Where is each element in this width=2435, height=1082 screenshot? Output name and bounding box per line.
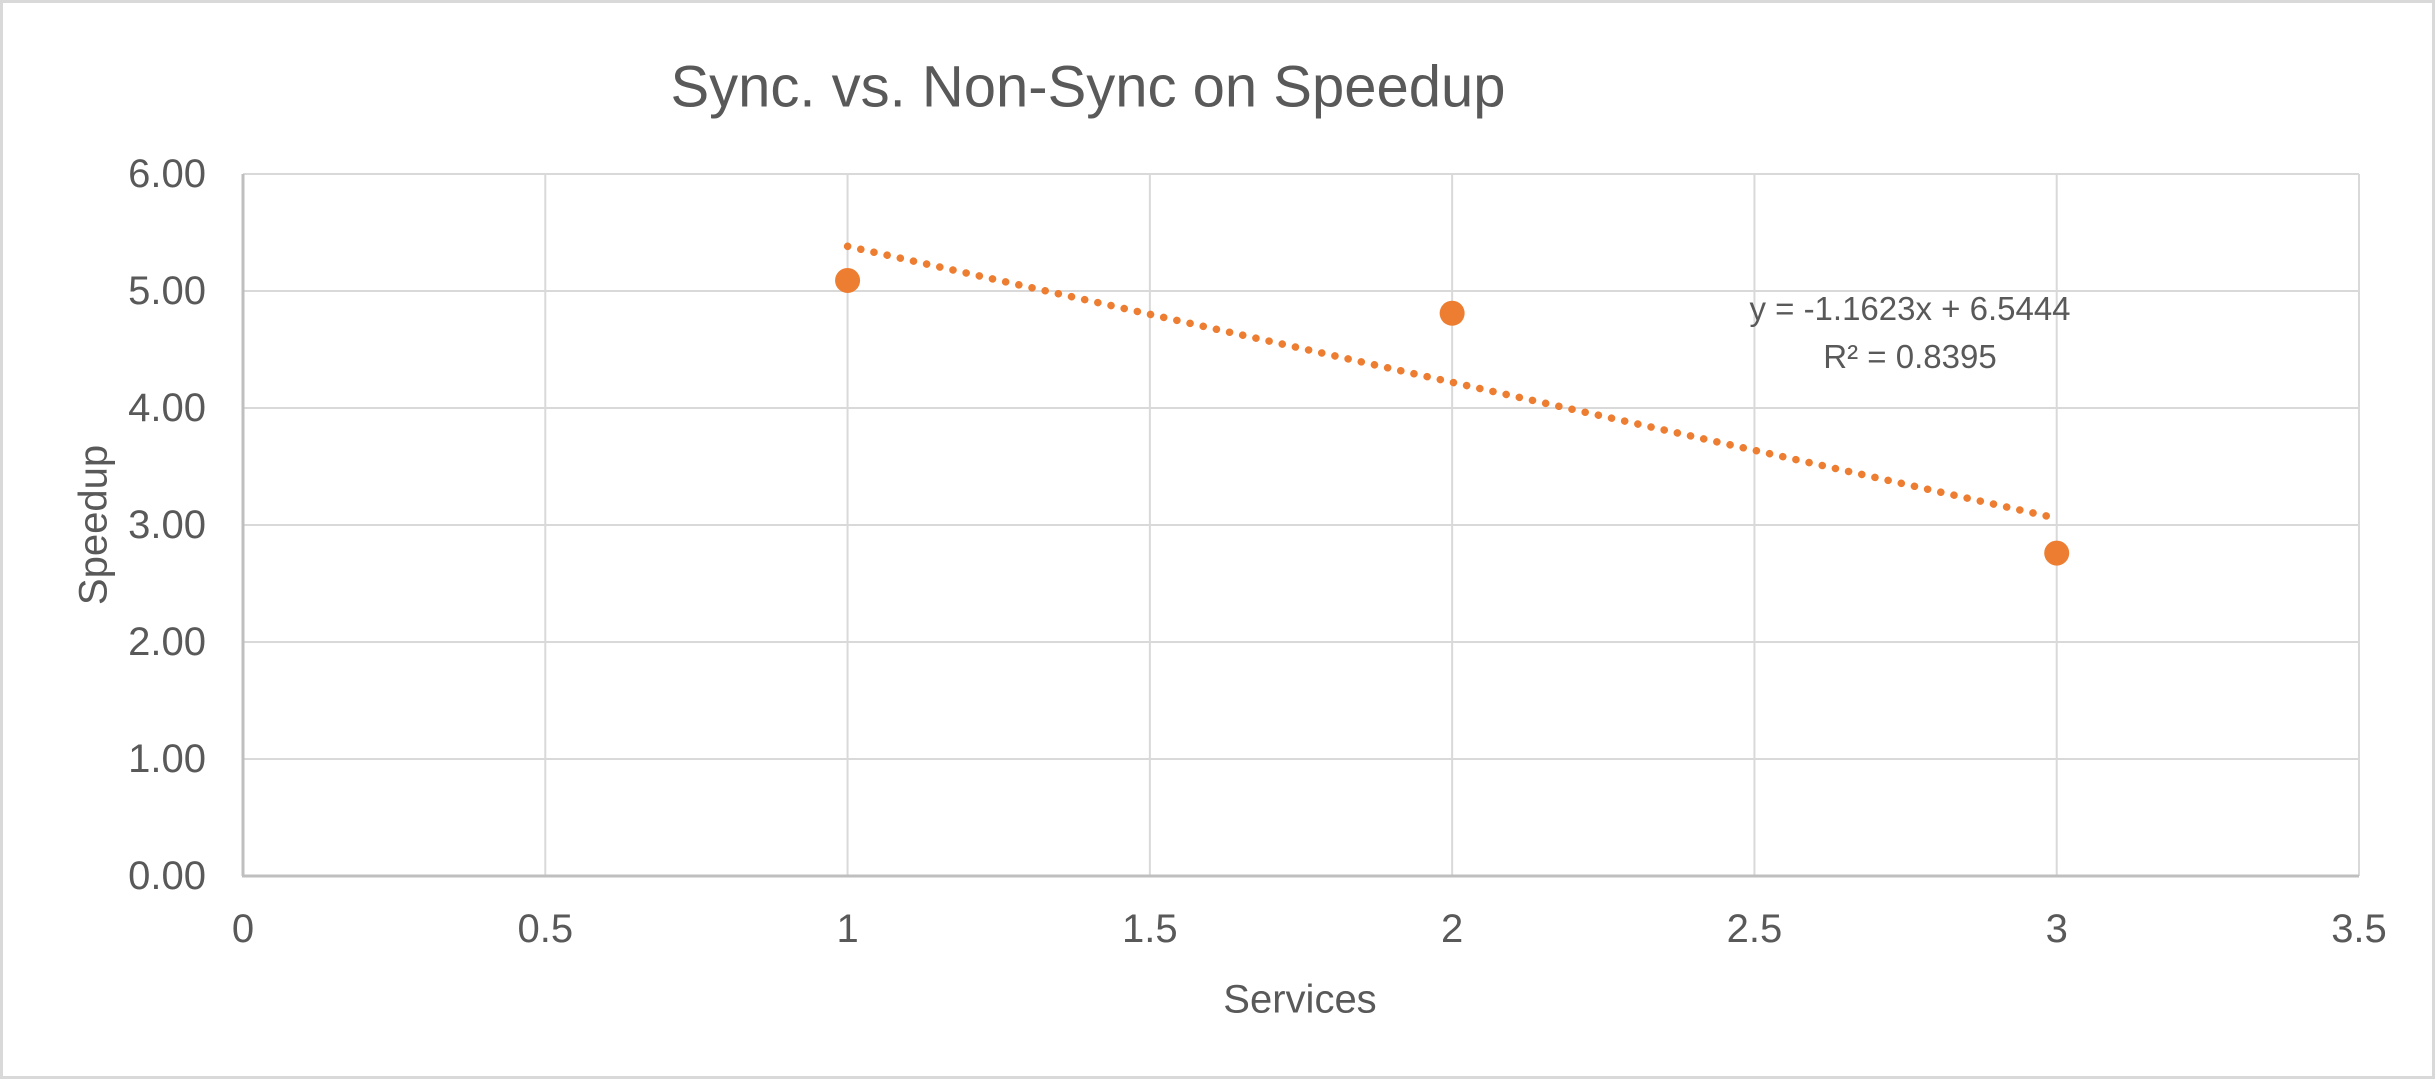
x-axis-tick-label: 0.5 bbox=[517, 907, 574, 951]
x-axis-tick-label: 3 bbox=[2045, 907, 2068, 951]
y-axis-tick-label: 1.00 bbox=[128, 737, 206, 781]
data-point[interactable] bbox=[2044, 540, 2070, 566]
trendline-r-squared: R² = 0.8395 bbox=[1823, 338, 1997, 375]
x-axis-title: Services bbox=[1223, 977, 1377, 1022]
y-axis-tick-label: 0.00 bbox=[128, 854, 206, 898]
data-point[interactable] bbox=[1439, 300, 1465, 326]
trendline-label: y = -1.1623x + 6.5444 R² = 0.8395 bbox=[1749, 285, 2070, 381]
x-axis-tick-label: 0 bbox=[231, 907, 255, 951]
x-axis-tick-label: 2 bbox=[1441, 907, 1464, 951]
trendline[interactable] bbox=[843, 242, 2061, 523]
y-axis-tick-label: 5.00 bbox=[128, 269, 206, 313]
x-axis-tick-label: 1 bbox=[836, 907, 859, 951]
plot-area bbox=[241, 173, 2360, 878]
trendline-equation: y = -1.1623x + 6.5444 bbox=[1749, 290, 2071, 327]
x-axis-tick-label: 2.5 bbox=[1726, 907, 1783, 951]
y-axis-title: Speedup bbox=[71, 444, 116, 606]
y-axis-tick-label: 4.00 bbox=[128, 386, 206, 430]
chart-title: Sync. vs. Non-Sync on Speedup bbox=[670, 54, 1506, 120]
data-point[interactable] bbox=[835, 267, 861, 293]
x-axis-tick-label: 3.5 bbox=[2331, 907, 2387, 951]
y-axis-tick-label: 2.00 bbox=[128, 620, 206, 664]
x-axis-tick-label: 1.5 bbox=[1122, 907, 1178, 951]
y-axis-tick-label: 3.00 bbox=[128, 503, 206, 547]
y-axis-tick-label: 6.00 bbox=[128, 152, 206, 196]
